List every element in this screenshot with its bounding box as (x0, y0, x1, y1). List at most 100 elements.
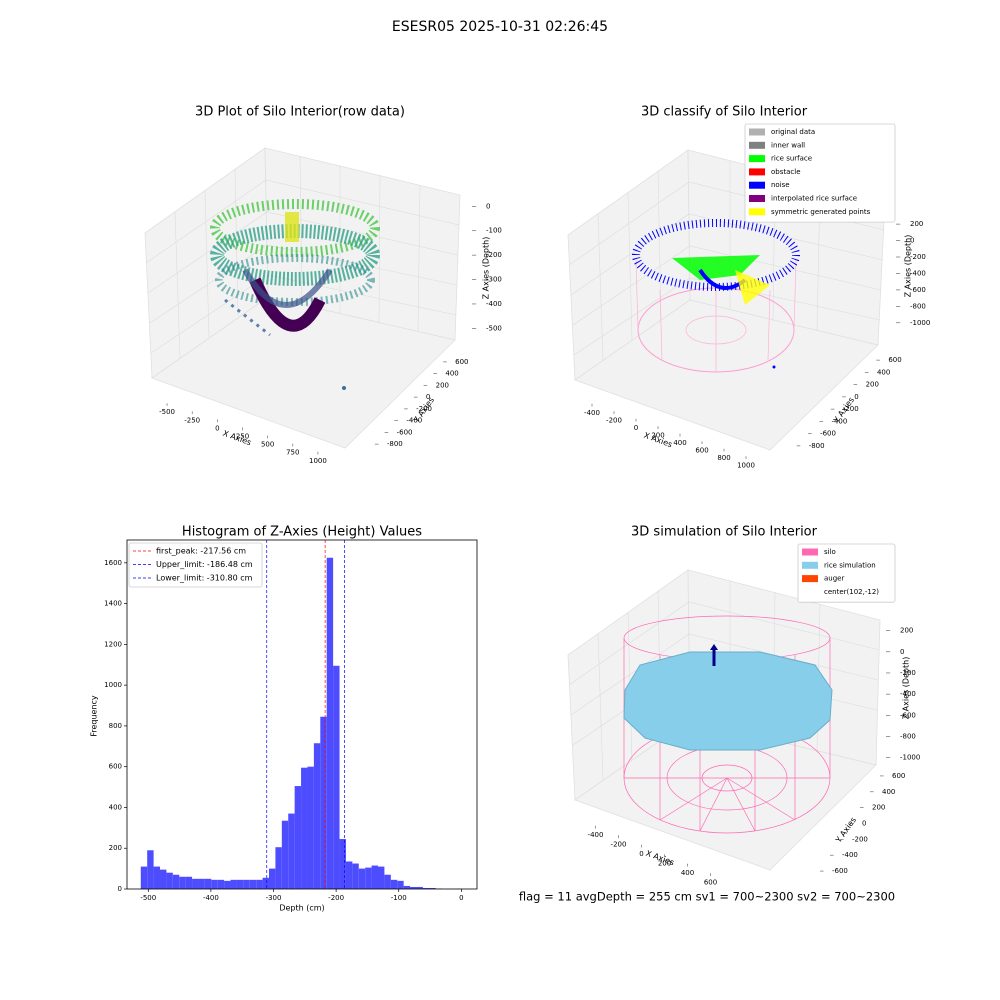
bar (313, 743, 321, 889)
legend-swatch (802, 588, 818, 596)
bar (422, 887, 430, 889)
z-tick-label: -400 (910, 269, 926, 277)
bar (185, 876, 193, 889)
bar (198, 878, 205, 889)
y-tick-label: 600 (892, 772, 905, 780)
y-tick-label: 0 (854, 393, 858, 401)
panel2-point-cloud (632, 219, 800, 373)
legend-box (744, 123, 896, 223)
x-tick-label: 0 (459, 894, 463, 902)
x-tick-label: 1000 (309, 457, 327, 465)
bar (307, 766, 314, 889)
panel2-panes (567, 149, 886, 451)
y-tick-label: -800 (387, 440, 403, 448)
x-tick-label: 600 (695, 446, 708, 454)
legend-swatch (802, 548, 818, 556)
x-tick-label: -500 (140, 894, 156, 902)
bar (147, 850, 154, 889)
x-tick-label: 400 (681, 869, 694, 877)
bar (211, 879, 218, 889)
bar (179, 876, 186, 889)
y-tick-label: 600 (109, 763, 122, 771)
y-tick-label: -600 (832, 867, 848, 875)
z-tick-label: -800 (910, 302, 926, 310)
z-tick-label: -500 (486, 324, 502, 332)
x-tick-label: 500 (261, 441, 274, 449)
bar (410, 886, 417, 889)
y-tick-label: 0 (862, 820, 866, 828)
bar (269, 868, 276, 889)
z-tick-label: 200 (900, 627, 913, 635)
y-tick-label: 400 (877, 368, 890, 376)
y-tick-label: 200 (872, 804, 885, 812)
bar (390, 879, 398, 889)
bar (294, 786, 302, 889)
x-axis-label: Depth (cm) (279, 904, 324, 913)
z-axis-label: Z Axies (Depth) (482, 237, 491, 300)
legend-label: Upper_limit: -186.48 cm (156, 560, 253, 569)
panel-title: Histogram of Z-Axies (Height) Values (182, 525, 422, 540)
y-tick-label: -600 (397, 428, 413, 436)
bar (352, 863, 359, 889)
z-tick-label: 0 (486, 202, 490, 210)
bar (377, 866, 385, 889)
bar (160, 869, 167, 889)
x-tick-label: 250 (236, 433, 249, 441)
figure-title: ESESR05 2025-10-31 02:26:45 (392, 19, 608, 35)
x-tick-label: 750 (286, 449, 299, 457)
z-axis-label: Z Axies (Depth) (902, 657, 911, 720)
z-tick-label: -400 (900, 690, 916, 698)
y-tick-label: 600 (455, 358, 468, 366)
legend-label: center(102,-12) (824, 588, 879, 596)
z-tick-label: -600 (900, 711, 916, 719)
y-tick-label: 0 (118, 885, 122, 893)
bar (243, 879, 250, 889)
y-tick-label: 1400 (104, 600, 122, 608)
legend-label: first_peak: -217.56 cm (156, 547, 246, 556)
bar (256, 879, 263, 889)
bar (339, 839, 346, 889)
bar (320, 716, 327, 889)
bar (217, 879, 225, 889)
bar (153, 866, 161, 889)
plot-frame (126, 539, 478, 890)
y-tick-label: -800 (809, 442, 825, 450)
y-tick-label: 400 (109, 803, 122, 811)
bar (371, 865, 378, 889)
y-axis-label: Frequency (90, 695, 99, 737)
bar (301, 767, 308, 889)
x-tick-label: 1000 (737, 461, 755, 469)
y-tick-label: 200 (436, 381, 449, 389)
y-tick-label: 1000 (104, 681, 122, 689)
y-tick-label: -600 (820, 430, 836, 438)
bar (416, 886, 423, 889)
z-tick-label: -200 (486, 251, 502, 259)
legend-swatch (749, 181, 765, 189)
x-tick-label: 800 (717, 454, 730, 462)
y-tick-label: 1200 (104, 640, 122, 648)
bar (288, 813, 295, 889)
x-tick-label: -200 (611, 840, 627, 848)
legend-label: rice simulation (824, 561, 876, 569)
bar (262, 877, 270, 889)
legend-swatch (802, 575, 818, 583)
bar (403, 885, 411, 889)
panel-title: 3D Plot of Silo Interior(row data) (195, 105, 405, 120)
bar (192, 878, 199, 889)
x-tick-label: -500 (159, 408, 175, 416)
x-tick-label: -400 (584, 409, 600, 417)
y-tick-label: -400 (831, 417, 847, 425)
bar (230, 879, 237, 889)
bar (236, 879, 244, 889)
x-tick-label: -200 (328, 894, 344, 902)
y-tick-label: 600 (888, 356, 901, 364)
bar (345, 861, 353, 889)
bar (224, 880, 231, 889)
z-tick-label: -300 (486, 276, 502, 284)
y-tick-label: -400 (842, 851, 858, 859)
legend-swatch (749, 141, 765, 149)
x-tick-label: -100 (391, 894, 407, 902)
x-tick-label: -400 (588, 831, 604, 839)
bar (172, 874, 180, 889)
